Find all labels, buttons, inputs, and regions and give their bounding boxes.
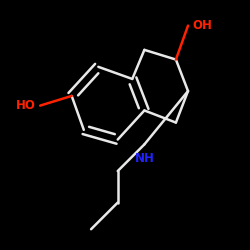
Text: NH: NH bbox=[134, 152, 154, 165]
Text: HO: HO bbox=[16, 99, 35, 112]
Text: OH: OH bbox=[193, 19, 213, 32]
